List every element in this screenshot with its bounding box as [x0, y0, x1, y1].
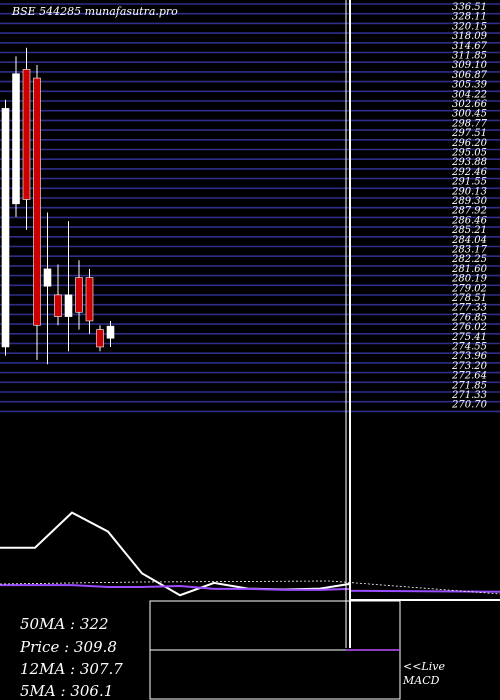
price-tick-label: 304.22	[452, 89, 487, 100]
price-tick-label: 276.85	[451, 312, 487, 323]
candle-body	[43, 268, 52, 287]
price-label: Price : 309.8	[20, 638, 117, 656]
price-tick-label: 320.15	[452, 21, 487, 32]
candle-body	[96, 329, 104, 348]
price-tick-label: 328.11	[452, 12, 487, 23]
price-tick-label: 274.55	[451, 342, 487, 353]
candlesticks	[1, 47, 115, 365]
candle-body	[1, 108, 10, 348]
price-tick-label: 309.10	[452, 60, 488, 71]
chart-title: BSE 544285 munafasutra.pro	[11, 5, 178, 18]
candle-body	[22, 69, 31, 200]
price-tick-label: 295.05	[451, 148, 487, 159]
price-tick-label: 283.17	[451, 245, 488, 256]
price-tick-label: 306.87	[452, 70, 488, 81]
price-tick-label: 289.30	[451, 196, 488, 207]
candle-body	[33, 77, 41, 326]
price-tick-label: 305.39	[452, 80, 488, 91]
price-tick-label: 287.92	[451, 206, 487, 217]
ma12-label: 12MA : 307.7	[20, 660, 123, 678]
price-tick-label: 293.88	[451, 157, 487, 168]
price-tick-label: 314.67	[452, 41, 488, 52]
price-tick-label: 286.46	[451, 215, 488, 226]
candle-body	[64, 294, 73, 317]
price-tick-label: 291.55	[451, 177, 487, 188]
price-tick-label: 285.21	[451, 225, 487, 236]
candle-body	[54, 294, 62, 317]
ma5-label: 5MA : 306.1	[20, 682, 114, 700]
price-tick-label: 275.41	[451, 332, 487, 343]
price-tick-label: 280.19	[451, 274, 488, 285]
price-tick-label: 302.66	[452, 99, 488, 110]
price-tick-label: 273.96	[451, 351, 488, 362]
price-tick-label: 297.51	[451, 128, 487, 139]
macd-live-label: <<Live MACD	[403, 660, 445, 687]
candle-body	[106, 325, 115, 339]
price-tick-label: 292.46	[451, 167, 488, 178]
price-tick-label: 284.04	[451, 235, 487, 246]
price-tick-label: 272.64	[451, 371, 487, 382]
ma50-label: 50MA : 322	[20, 615, 109, 633]
candle-body	[75, 277, 83, 313]
price-tick-label: 277.33	[451, 303, 487, 314]
price-tick-label: 282.25	[451, 254, 487, 265]
price-tick-label: 270.70	[451, 400, 488, 411]
price-axis-labels: 336.51328.11320.15318.09314.67311.85309.…	[451, 2, 488, 411]
price-tick-label: 318.09	[452, 31, 488, 42]
price-tick-label: 300.45	[452, 109, 487, 120]
price-tick-label: 336.51	[452, 2, 487, 13]
price-tick-label: 296.20	[451, 138, 488, 149]
price-tick-label: 290.13	[451, 186, 487, 197]
candle-body	[12, 73, 20, 205]
price-grid	[0, 3, 500, 413]
price-tick-label: 298.77	[451, 118, 488, 129]
price-tick-label: 273.20	[451, 361, 488, 372]
price-tick-label: 281.60	[451, 264, 488, 275]
price-tick-label: 271.85	[451, 380, 487, 391]
price-tick-label: 311.85	[452, 51, 487, 62]
price-tick-label: 271.33	[451, 390, 487, 401]
price-tick-label: 278.51	[451, 293, 487, 304]
candle-body	[85, 277, 94, 322]
price-tick-label: 279.02	[451, 283, 487, 294]
price-tick-label: 276.02	[451, 322, 487, 333]
